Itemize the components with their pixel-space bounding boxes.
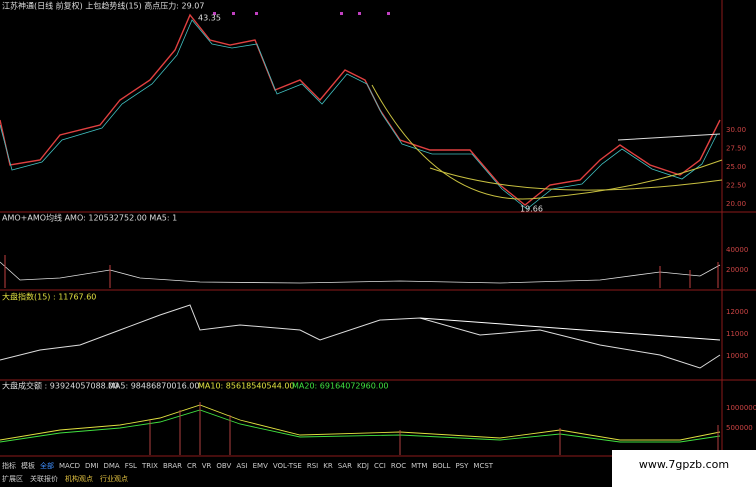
indicator-tab[interactable]: VOL-TSE	[273, 462, 302, 470]
indicator-tab[interactable]: EMV	[253, 462, 268, 470]
indicator-tab[interactable]: 全部	[40, 461, 54, 470]
price-trace	[0, 13, 721, 206]
low-label: 19.66	[520, 205, 543, 214]
volume-bars	[4, 255, 719, 288]
indicator-tab[interactable]: KR	[323, 462, 333, 470]
indicator-tab[interactable]: BRAR	[163, 462, 182, 470]
indicator-tab[interactable]: ROC	[391, 462, 406, 470]
indicator-tab[interactable]: DMI	[85, 462, 99, 470]
volume-title: AMO+AMO均线 AMO: 120532752.00 MA5: 1	[2, 213, 177, 223]
indicator-tab[interactable]: CCI	[374, 462, 386, 470]
indicator-tab[interactable]: PSY	[455, 462, 469, 470]
main-title: 江苏神通(日线 前复权) 上包趋势线(15) 高点压力: 29.07	[2, 1, 204, 11]
indicator-tab[interactable]: 指标	[2, 461, 16, 470]
indicator-tab[interactable]: MTM	[411, 462, 427, 470]
bottom-tab[interactable]: 机构观点	[65, 474, 93, 483]
event-markers	[213, 12, 390, 15]
resistance-line	[617, 133, 721, 141]
indicator-tab[interactable]: VR	[202, 462, 212, 470]
high-label: 43.35	[198, 14, 221, 23]
watermark: www.7gpzb.com	[639, 458, 729, 471]
axis-label: 11000	[726, 330, 748, 338]
index-trace	[0, 304, 721, 369]
price-trace-down	[0, 19, 718, 210]
axis-label: 20.00	[726, 200, 746, 208]
indicator-tab[interactable]: 模板	[21, 461, 35, 470]
indicator-tab[interactable]: KDJ	[357, 462, 369, 470]
indicator-tab[interactable]: ASI	[236, 462, 247, 470]
indicator-tab[interactable]: MCST	[473, 462, 493, 470]
turnover-ma10: MA10: 85618540544.00	[198, 382, 295, 391]
turnover-ma5: MA5: 98486870016.00	[108, 382, 199, 391]
indicator-tab[interactable]: CR	[187, 462, 197, 470]
axis-label: 1000000	[726, 404, 756, 412]
axis-label: 10000	[726, 352, 748, 360]
indicator-tab[interactable]: DMA	[103, 462, 119, 470]
indicator-tab[interactable]: BOLL	[432, 462, 450, 470]
bottom-tab[interactable]: 行业观点	[100, 474, 128, 483]
turnover-bars	[149, 402, 719, 455]
axis-label: 40000	[726, 246, 748, 254]
turnover-ma20: MA20: 69164072960.00	[292, 382, 389, 391]
index-trendline	[419, 317, 721, 341]
turnover-title: 大盘成交额 : 93924057088.00	[2, 381, 119, 391]
turnover-ma5	[0, 404, 721, 441]
axis-label: 30.00	[726, 126, 746, 134]
indicator-tab[interactable]: OBV	[216, 462, 231, 470]
axis-label: 500000	[726, 424, 753, 432]
axis-label: 12000	[726, 308, 748, 316]
axis-label: 20000	[726, 266, 748, 274]
indicator-tab[interactable]: RSI	[307, 462, 318, 470]
indicator-tab[interactable]: SAR	[338, 462, 352, 470]
bottom-tab[interactable]: 扩展区	[2, 474, 23, 483]
trend-curve	[371, 84, 723, 200]
trend-curve-lower	[429, 167, 723, 191]
indicator-tab[interactable]: FSL	[125, 462, 137, 470]
index-title: 大盘指数(15) : 11767.60	[2, 292, 96, 302]
bottom-tab[interactable]: 关联报价	[30, 474, 58, 483]
indicator-tab[interactable]: TRIX	[141, 462, 158, 470]
axis-label: 22.50	[726, 182, 746, 190]
axis-label: 25.00	[726, 163, 746, 171]
indicator-tab[interactable]: MACD	[59, 462, 80, 470]
watermark-box	[612, 450, 756, 487]
axis-label: 27.50	[726, 145, 746, 153]
turnover-ma10	[0, 409, 721, 443]
